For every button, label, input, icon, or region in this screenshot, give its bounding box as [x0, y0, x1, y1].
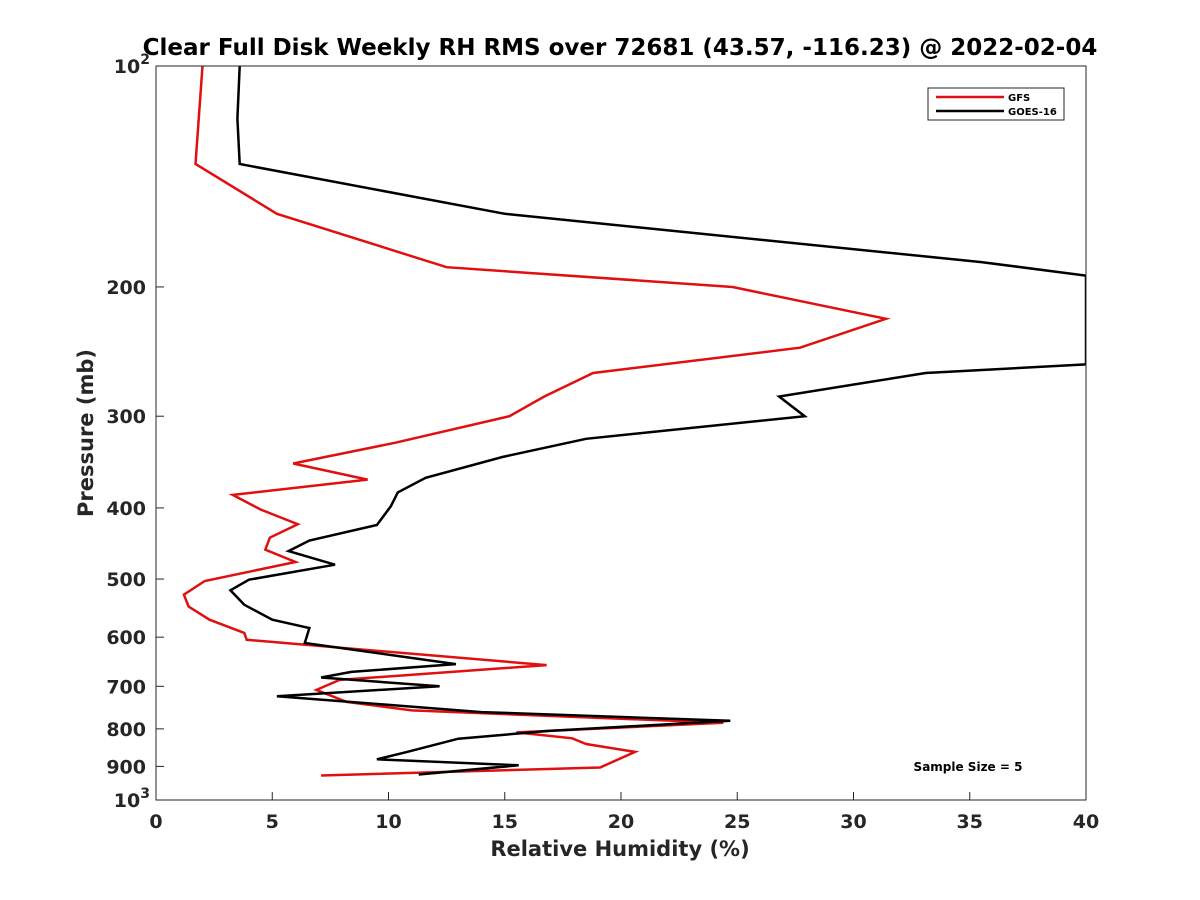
y-tick-label: 700 [106, 676, 146, 698]
legend-label-gfs: GFS [1008, 93, 1030, 104]
y-tick-label: 300 [106, 406, 146, 428]
x-tick-label: 30 [840, 811, 866, 833]
y-tick-label: 500 [106, 569, 146, 591]
x-tick-label: 20 [608, 811, 634, 833]
y-axis-label: Pressure (mb) [74, 349, 98, 517]
y-tick-labels: 102 200 300 400 500 600 700 800 900 103 [106, 52, 150, 812]
y-tick-label: 600 [106, 627, 146, 649]
y-tick-label: 103 [114, 786, 150, 812]
y-tick-label: 900 [106, 756, 146, 778]
chart-title: Clear Full Disk Weekly RH RMS over 72681… [143, 35, 1098, 61]
plot-frame [155, 65, 1087, 801]
x-axis-label: Relative Humidity (%) [490, 837, 749, 861]
legend: GFS GOES-16 [927, 87, 1065, 121]
y-tick-label: 102 [114, 52, 150, 78]
legend-box [927, 87, 1065, 121]
series-line-gfs [182, 66, 891, 777]
y-tick-label: 200 [106, 277, 146, 299]
x-tick-label: 0 [149, 811, 162, 833]
x-tick-label: 10 [375, 811, 401, 833]
series-line-goes-16 [228, 66, 1086, 776]
x-tick-label: 25 [724, 811, 750, 833]
x-tick-label: 15 [492, 811, 518, 833]
sample-size-annotation: Sample Size = 5 [914, 760, 1023, 774]
x-tick-label: 35 [957, 811, 983, 833]
x-tick-label: 5 [266, 811, 279, 833]
legend-label-goes16: GOES-16 [1008, 107, 1057, 118]
tick-marks [155, 65, 1087, 801]
series-group [182, 66, 1086, 777]
y-tick-label: 400 [106, 498, 146, 520]
y-tick-label: 800 [106, 719, 146, 741]
x-tick-label: 40 [1073, 811, 1099, 833]
x-tick-labels: 0 5 10 15 20 25 30 35 40 [149, 811, 1099, 833]
